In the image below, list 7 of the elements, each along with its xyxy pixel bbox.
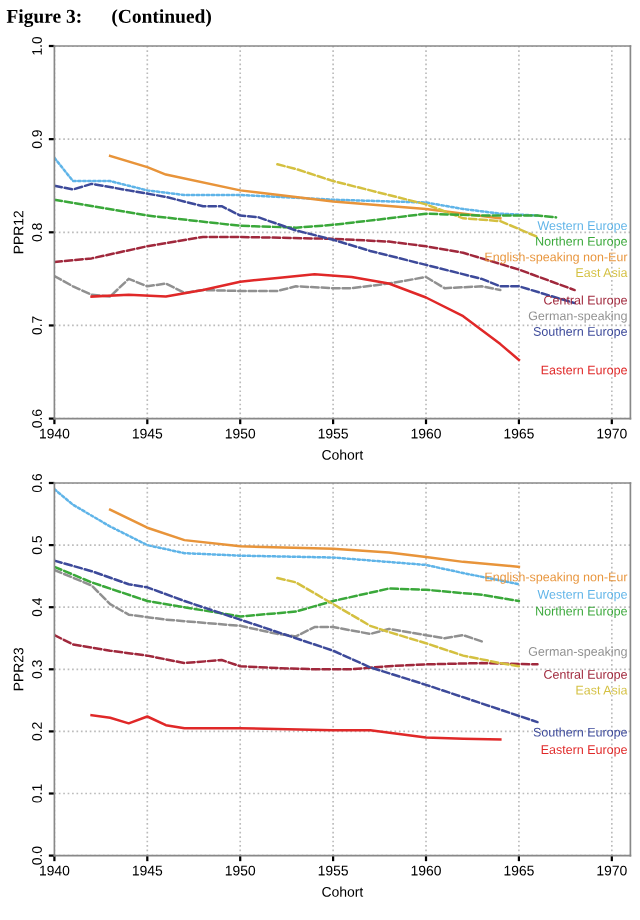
chart-title: Figure 3: (Continued) [6,9,211,27]
line-series [108,154,502,220]
line-series [276,163,539,239]
line-series [90,714,502,741]
line-series [54,156,539,217]
line-series [90,272,521,362]
line-series [108,508,521,569]
